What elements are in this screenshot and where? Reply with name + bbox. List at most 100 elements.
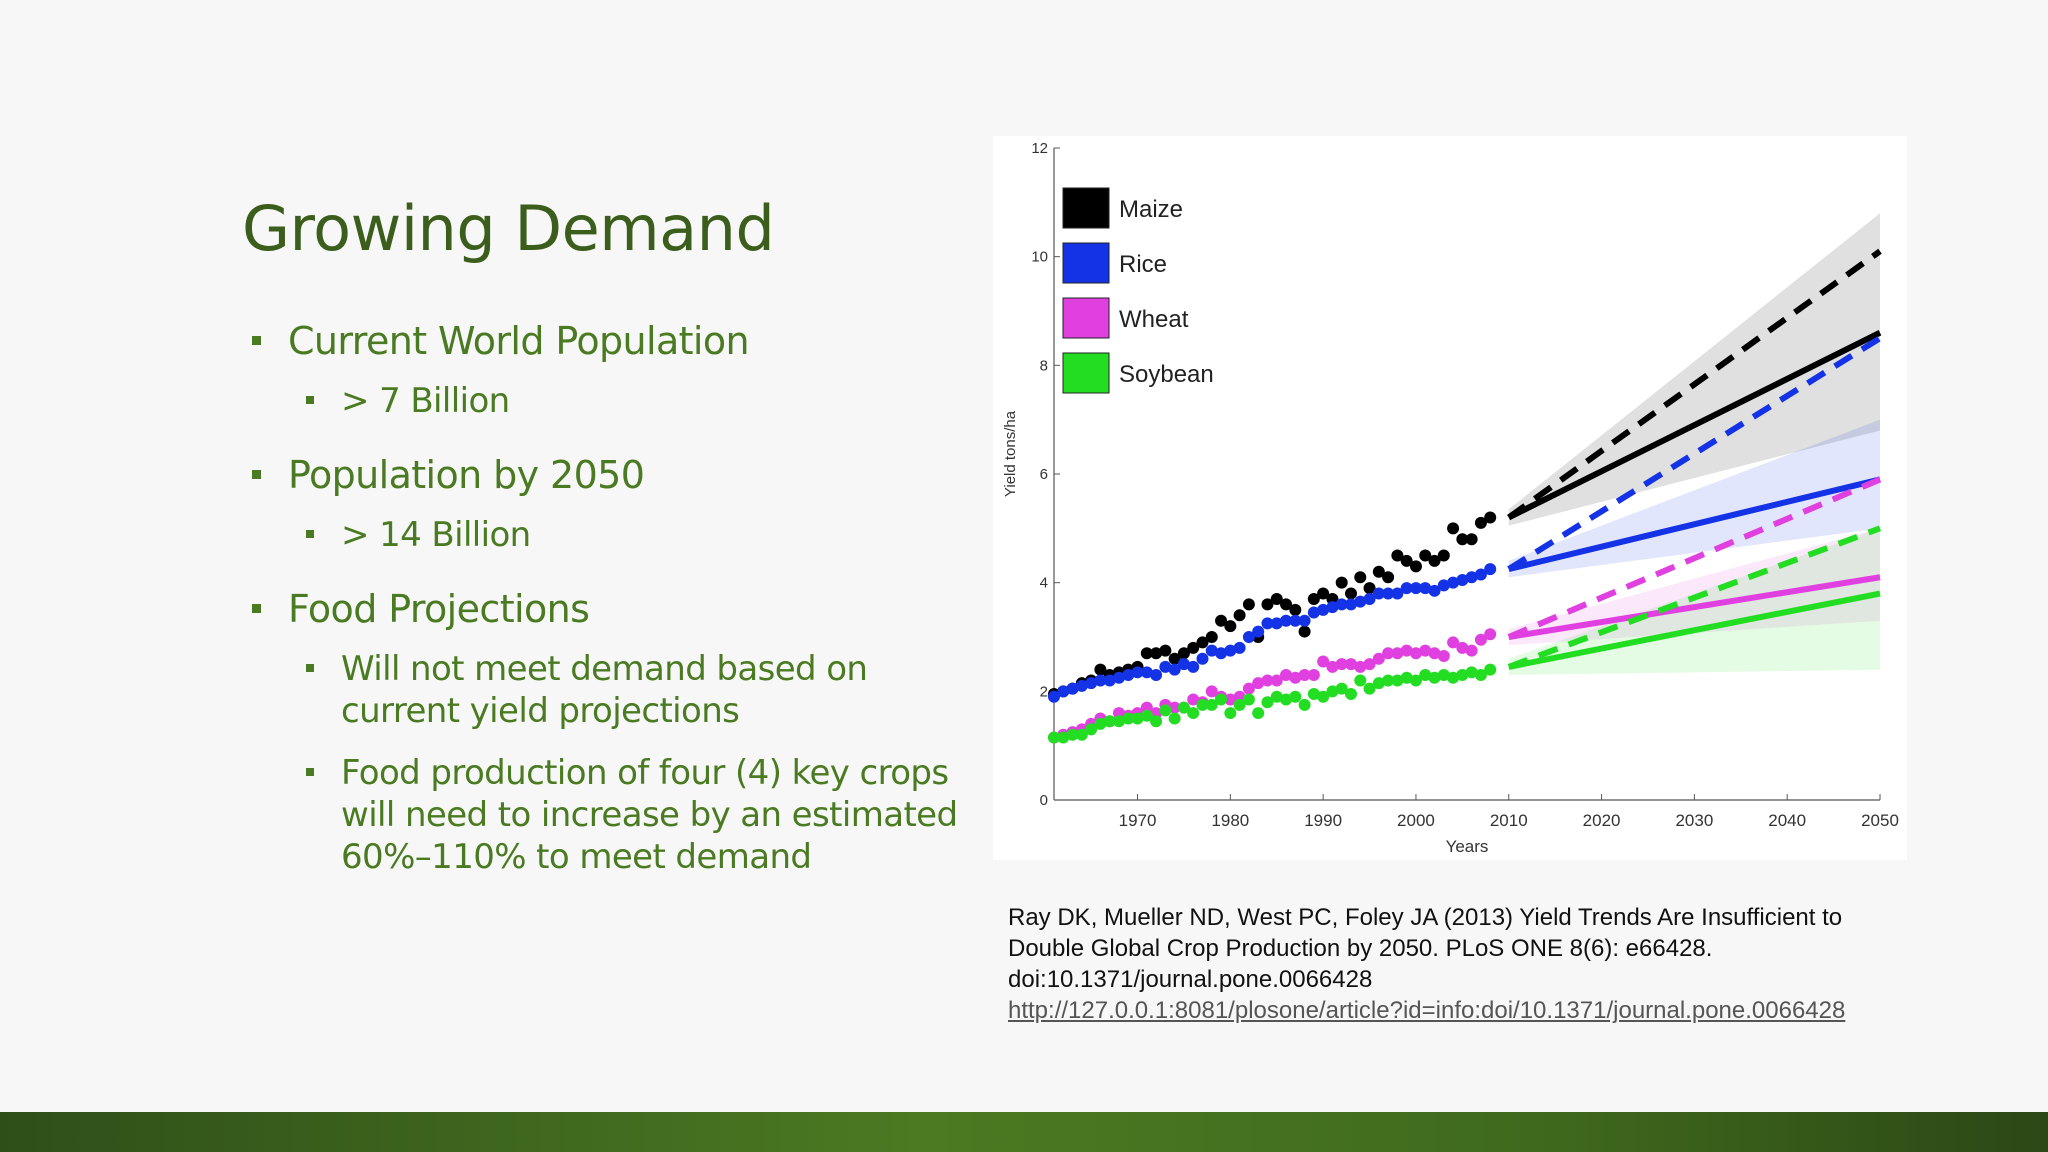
required-line-soybean (1507, 525, 1882, 670)
data-point-wheat (1354, 660, 1367, 673)
data-point-maize (1484, 511, 1497, 524)
x-tick-label: 2030 (1675, 811, 1713, 830)
data-point-wheat (1437, 650, 1450, 663)
legend-swatch-maize (1062, 187, 1110, 229)
x-tick-label: 2050 (1861, 811, 1899, 830)
projection-band-wheat (1508, 528, 1880, 646)
data-point-soybean (1465, 666, 1478, 679)
data-point-rice (1456, 573, 1469, 586)
data-point-maize (1196, 636, 1209, 649)
x-tick-label: 2040 (1768, 811, 1806, 830)
data-point-rice (1177, 658, 1190, 671)
data-point-wheat (1391, 647, 1404, 660)
legend-swatch-wheat (1062, 297, 1110, 339)
data-point-wheat (1205, 685, 1218, 698)
data-point-maize (1391, 549, 1404, 562)
data-point-soybean (1187, 707, 1200, 720)
data-point-maize (1474, 516, 1487, 529)
data-point-maize (1094, 663, 1107, 676)
data-point-soybean (1335, 682, 1348, 695)
trend-line-wheat (1508, 574, 1881, 640)
y-tick-label: 4 (1040, 575, 1048, 592)
data-point-rice (1354, 595, 1367, 608)
data-point-rice (1307, 606, 1320, 619)
data-point-wheat (1298, 669, 1311, 682)
data-point-soybean (1252, 707, 1265, 720)
data-point-rice (1215, 647, 1228, 660)
data-point-soybean (1150, 715, 1163, 728)
data-point-soybean (1484, 663, 1497, 676)
yield-chart-svg: 0 2 4 6 8 10 12 1970 1980 1990 2000 2010 2020 2030 204… (1002, 140, 1899, 856)
data-point-soybean (1140, 709, 1153, 722)
x-tick-label: 1970 (1119, 811, 1157, 830)
data-point-wheat (1317, 655, 1330, 668)
data-point-rice (1048, 690, 1060, 703)
data-point-maize (1456, 533, 1469, 546)
legend-label-maize: Maize (1119, 196, 1183, 223)
data-point-soybean (1066, 728, 1079, 741)
citation-text: Ray DK, Mueller ND, West PC, Foley JA (2… (1008, 904, 1843, 993)
data-point-rice (1057, 685, 1070, 698)
y-tick-label: 12 (1031, 140, 1048, 157)
data-point-rice (1400, 582, 1413, 595)
data-point-rice (1437, 579, 1450, 592)
data-point-wheat (1344, 658, 1357, 671)
data-point-rice (1270, 617, 1283, 630)
data-point-wheat (1242, 682, 1255, 695)
data-point-soybean (1233, 698, 1246, 711)
data-point-maize (1150, 647, 1163, 660)
x-axis-label: Years (1446, 837, 1489, 856)
data-point-maize (1289, 603, 1302, 616)
data-point-maize (1335, 576, 1348, 589)
data-point-rice (1289, 614, 1302, 627)
data-point-soybean (1075, 728, 1088, 741)
data-point-maize (1317, 587, 1330, 600)
y-tick-label: 0 (1040, 792, 1048, 809)
data-point-soybean (1085, 723, 1098, 736)
data-point-wheat (1326, 660, 1339, 673)
citation: Ray DK, Mueller ND, West PC, Foley JA (2… (1008, 902, 1908, 1026)
data-point-maize (1270, 592, 1283, 605)
required-line-rice (1507, 335, 1882, 572)
data-point-soybean (1094, 717, 1107, 730)
trend-line-rice (1508, 476, 1881, 572)
footer-bar (0, 1112, 2048, 1152)
data-point-soybean (1326, 685, 1339, 698)
trend-line-soybean (1508, 590, 1881, 670)
data-point-rice (1419, 582, 1432, 595)
y-tick-label: 8 (1040, 357, 1048, 374)
data-point-rice (1205, 644, 1218, 657)
data-point-maize (1428, 554, 1441, 567)
data-point-rice (1335, 598, 1348, 611)
data-point-wheat (1335, 658, 1348, 671)
data-point-rice (1474, 568, 1487, 581)
data-point-rice (1382, 587, 1395, 600)
y-tick-label: 6 (1040, 466, 1048, 483)
data-point-rice (1428, 584, 1441, 597)
data-point-maize (1363, 582, 1376, 595)
bullet-food-projections: Food Projections (250, 586, 980, 632)
required-line-wheat (1507, 476, 1882, 640)
trend-line-maize (1507, 330, 1882, 521)
data-point-soybean (1131, 712, 1144, 725)
data-point-maize (1187, 641, 1200, 654)
citation-link[interactable]: http://127.0.0.1:8081/plosone/article?id… (1008, 997, 1846, 1024)
required-line-maize (1507, 248, 1882, 520)
legend-label-soybean: Soybean (1119, 361, 1214, 388)
data-point-wheat (1252, 677, 1265, 690)
sub-bullet-production-increase: Food production of four (4) key crops wi… (303, 752, 980, 878)
legend-swatch-soybean (1062, 352, 1110, 394)
data-point-soybean (1057, 731, 1070, 744)
data-point-rice (1372, 587, 1385, 600)
data-point-wheat (1168, 701, 1181, 714)
data-point-wheat (1465, 644, 1478, 657)
data-point-rice (1233, 641, 1246, 654)
bullet-population-2050: Population by 2050 (250, 452, 980, 498)
data-point-maize (1168, 652, 1181, 665)
y-tick-label: 10 (1031, 249, 1048, 266)
data-point-soybean (1372, 677, 1385, 690)
x-tick-label: 2000 (1397, 811, 1435, 830)
data-point-rice (1066, 682, 1079, 695)
data-point-soybean (1317, 690, 1330, 703)
data-point-wheat (1400, 644, 1413, 657)
